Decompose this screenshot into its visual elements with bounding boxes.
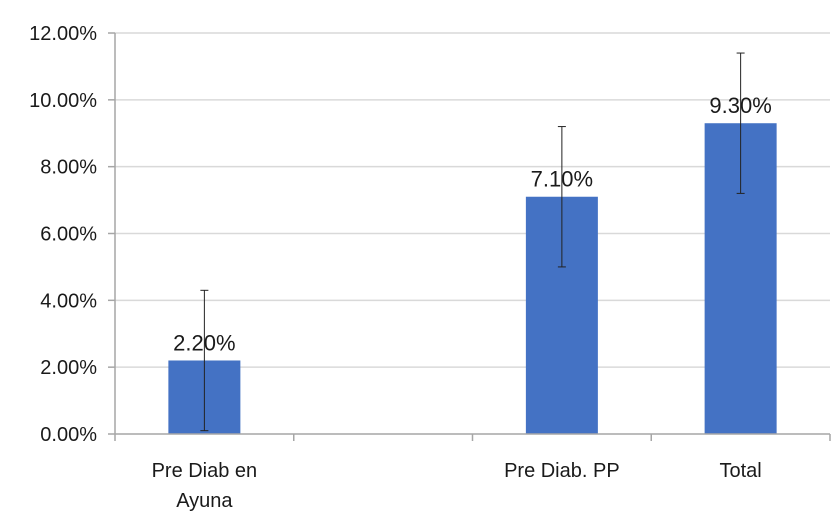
y-tick-label: 2.00% [40, 357, 97, 379]
x-category-labels: Pre Diab en Ayuna Pre Diab. PP Total [152, 460, 762, 512]
y-tick-label: 10.00% [29, 90, 97, 112]
y-tick-label: 6.00% [40, 224, 97, 246]
x-category-label: Pre Diab en [152, 460, 258, 482]
x-category-label: Pre Diab. PP [504, 460, 620, 482]
x-axis [114, 433, 831, 441]
data-label: 2.20% [173, 330, 235, 355]
data-label: 7.10% [531, 167, 593, 192]
x-category-label: Ayuna [176, 490, 233, 512]
y-tick-label: 8.00% [40, 157, 97, 179]
error-bars [200, 52, 745, 432]
y-tick-label: 0.00% [40, 424, 97, 446]
y-tick-label: 4.00% [40, 290, 97, 312]
data-labels: 2.20% 7.10% 9.30% [173, 93, 772, 355]
y-axis: 0.00% 2.00% 4.00% 6.00% 8.00% 10.00% 12.00% [29, 23, 116, 446]
x-category-label: Total [720, 460, 762, 482]
data-label: 9.30% [709, 93, 771, 118]
y-tick-label: 12.00% [29, 23, 97, 45]
bars [168, 123, 777, 434]
